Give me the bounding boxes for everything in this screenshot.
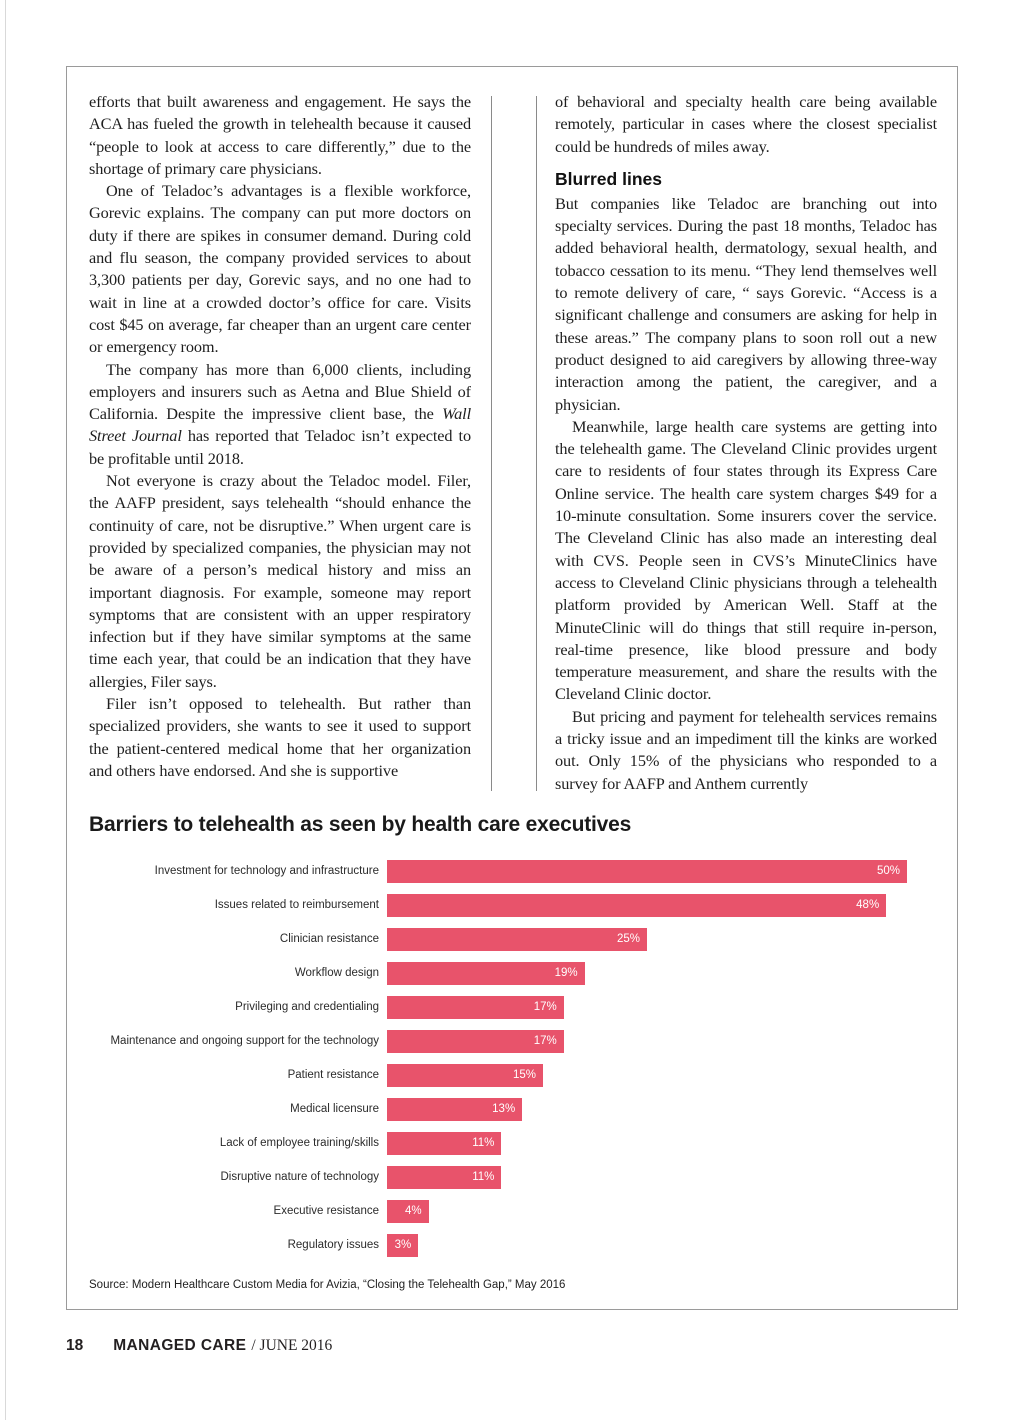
- page-scan-edge: [5, 0, 6, 1420]
- chart-category-label: Disruptive nature of technology: [220, 1171, 379, 1183]
- article-paragraph: But pricing and payment for telehealth s…: [555, 706, 937, 793]
- chart-bar-track: 3%: [387, 1233, 941, 1257]
- chart-category-label: Lack of employee training/skills: [219, 1137, 379, 1149]
- page-number: 18: [66, 1337, 84, 1354]
- chart-category-label: Regulatory issues: [287, 1239, 379, 1251]
- chart-bar-track: 11%: [387, 1131, 941, 1155]
- chart-bar: 19%: [387, 961, 585, 985]
- chart-value-label: 15%: [512, 1069, 536, 1081]
- left-column: efforts that built awareness and engagem…: [89, 91, 471, 813]
- chart-row: Workflow design 19%: [89, 956, 941, 990]
- chart-bar: 48%: [387, 893, 887, 917]
- chart-row: Disruptive nature of technology 11%: [89, 1160, 941, 1194]
- chart-category-label: Medical licensure: [290, 1103, 379, 1115]
- chart-bar-track: 11%: [387, 1165, 941, 1189]
- article-paragraph: Filer isn’t opposed to telehealth. But r…: [89, 694, 471, 780]
- chart-bar: 11%: [387, 1165, 502, 1189]
- section-heading: Blurred lines: [555, 168, 662, 189]
- chart-category-label: Maintenance and ongoing support for the …: [110, 1035, 379, 1047]
- chart-bar: 11%: [387, 1131, 502, 1155]
- article-paragraph: One of Teladoc’s advantages is a flexibl…: [89, 181, 471, 357]
- chart-category-label: Privileging and credentialing: [235, 1001, 379, 1013]
- chart-row: Issues related to reimbursement 48%: [89, 888, 941, 922]
- chart-value-label: 50%: [876, 865, 900, 877]
- article-paragraph: of behavioral and specialty health care …: [555, 92, 937, 156]
- chart-value-label: 11%: [472, 1171, 495, 1183]
- chart-bar: 25%: [387, 927, 647, 951]
- article-columns: efforts that built awareness and engagem…: [89, 91, 937, 813]
- magazine-name: MANAGED CARE: [113, 1337, 247, 1354]
- chart-value-label: 11%: [472, 1137, 495, 1149]
- page-footer: 18 MANAGED CARE / JUNE 2016: [66, 1337, 332, 1355]
- chart-row: Medical licensure 13%: [89, 1092, 941, 1126]
- chart-row: Regulatory issues 3%: [89, 1228, 941, 1262]
- chart-bar-track: 19%: [387, 961, 941, 985]
- chart-bar: 4%: [387, 1199, 429, 1223]
- chart-category-label: Clinician resistance: [279, 933, 379, 945]
- chart-category-label: Patient resistance: [287, 1069, 379, 1081]
- chart-bar: 15%: [387, 1063, 543, 1087]
- chart-bar-track: 13%: [387, 1097, 941, 1121]
- chart-bar-track: 48%: [387, 893, 941, 917]
- chart-title: Barriers to telehealth as seen by health…: [89, 813, 632, 836]
- chart-value-label: 17%: [533, 1001, 557, 1013]
- chart-row: Executive resistance 4%: [89, 1194, 941, 1228]
- chart-bar-track: 50%: [387, 859, 941, 883]
- chart-value-label: 25%: [616, 933, 640, 945]
- article-paragraph: But companies like Teladoc are branching…: [555, 193, 937, 414]
- column-divider-left-rule: [491, 96, 492, 791]
- content-frame: efforts that built awareness and engagem…: [66, 66, 958, 1310]
- right-column: of behavioral and specialty health care …: [555, 91, 937, 813]
- chart-row: Maintenance and ongoing support for the …: [89, 1024, 941, 1058]
- italic-publication-name: Wall Street Journal: [89, 404, 471, 446]
- chart-bar: 50%: [387, 859, 907, 883]
- chart-category-label: Workflow design: [294, 967, 379, 979]
- chart-value-label: 4%: [404, 1205, 422, 1217]
- chart-row: Lack of employee training/skills 11%: [89, 1126, 941, 1160]
- chart-bar: 3%: [387, 1233, 419, 1257]
- chart-bar-track: 15%: [387, 1063, 941, 1087]
- chart-category-label: Executive resistance: [273, 1205, 379, 1217]
- chart-bar-track: 17%: [387, 1029, 941, 1053]
- chart-value-label: 48%: [856, 899, 880, 911]
- chart-bar: 13%: [387, 1097, 523, 1121]
- chart-bar-track: 4%: [387, 1199, 941, 1223]
- chart-row: Clinician resistance 25%: [89, 922, 941, 956]
- chart-bar-track: 25%: [387, 927, 941, 951]
- issue-date: / JUNE 2016: [251, 1337, 333, 1354]
- barriers-chart: Barriers to telehealth as seen by health…: [89, 813, 941, 1291]
- chart-bar: 17%: [387, 1029, 564, 1053]
- chart-value-label: 19%: [554, 967, 578, 979]
- article-paragraph: The company has more than 6,000 clients,…: [89, 359, 471, 470]
- chart-source: Source: Modern Healthcare Custom Media f…: [89, 1279, 566, 1291]
- article-paragraph: Meanwhile, large health care systems are…: [555, 416, 937, 704]
- text-run: The company has more than 6,000 clients,…: [89, 359, 471, 424]
- chart-value-label: 3%: [394, 1239, 412, 1251]
- chart-bar-track: 17%: [387, 995, 941, 1019]
- article-paragraph: efforts that built awareness and engagem…: [89, 92, 471, 178]
- article-paragraph: Not everyone is crazy about the Teladoc …: [89, 471, 471, 691]
- chart-value-label: 13%: [492, 1103, 516, 1115]
- chart-category-label: Investment for technology and infrastruc…: [154, 865, 379, 877]
- text-run: has reported that Teladoc isn’t expected…: [89, 426, 471, 468]
- chart-row: Patient resistance 15%: [89, 1058, 941, 1092]
- chart-row: Investment for technology and infrastruc…: [89, 854, 941, 888]
- chart-category-label: Issues related to reimbursement: [214, 899, 379, 911]
- chart-row: Privileging and credentialing 17%: [89, 990, 941, 1024]
- chart-rows: Investment for technology and infrastruc…: [89, 854, 941, 1262]
- chart-bar: 17%: [387, 995, 564, 1019]
- chart-value-label: 17%: [533, 1035, 557, 1047]
- column-divider-right-rule: [536, 96, 537, 791]
